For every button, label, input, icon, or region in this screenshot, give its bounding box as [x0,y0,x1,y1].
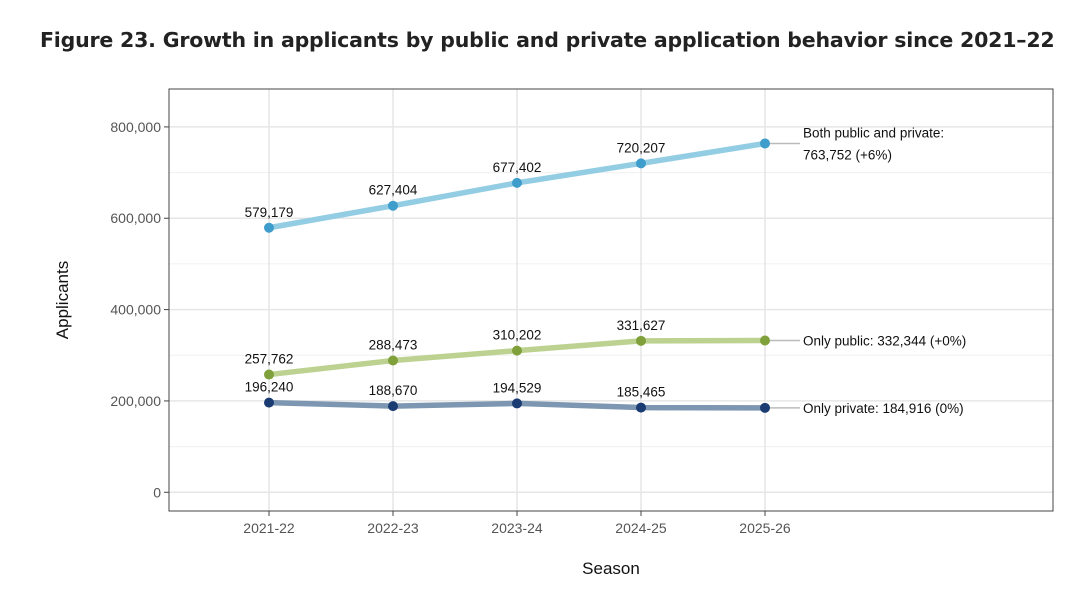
x-tick-label: 2022-23 [367,520,419,536]
data-point [264,222,274,233]
data-point [388,200,398,211]
data-point [760,138,770,149]
data-label: 579,179 [245,205,294,220]
series-end-label: Only public: 332,344 (+0%) [803,333,966,348]
data-label: 196,240 [245,380,294,395]
data-point [264,369,274,380]
x-tick-label: 2024-25 [615,520,667,536]
series-end-label: 763,752 (+6%) [803,147,892,162]
plot-border [168,88,1054,512]
x-tick-label: 2021-22 [243,520,295,536]
data-point [636,335,646,346]
y-tick-label: 400,000 [110,302,161,318]
data-label: 185,465 [617,385,666,400]
data-label: 720,207 [617,140,666,155]
chart-title: Figure 23. Growth in applicants by publi… [40,28,1055,52]
data-point [388,355,398,366]
y-tick-label: 600,000 [110,210,161,226]
data-point [512,398,522,409]
data-point [760,402,770,413]
x-axis-title: Season [582,559,640,578]
data-point [512,177,522,188]
data-point [636,158,646,169]
data-point [760,335,770,346]
data-point [512,345,522,356]
data-label: 310,202 [493,328,542,343]
data-point [388,401,398,412]
data-label: 257,762 [245,352,294,367]
series-end-label: Only private: 184,916 (0%) [803,401,964,416]
data-label: 194,529 [493,380,542,395]
data-label: 331,627 [617,318,666,333]
data-point [264,397,274,408]
x-tick-label: 2023-24 [491,520,543,536]
data-label: 627,404 [369,183,418,198]
x-tick-label: 2025-26 [739,520,791,536]
y-tick-label: 200,000 [110,393,161,409]
y-axis-title: Applicants [53,261,72,339]
y-tick-label: 800,000 [110,119,161,135]
data-point [636,402,646,413]
data-label: 288,473 [369,338,418,353]
data-label: 188,670 [369,383,418,398]
series-end-label: Both public and private: [803,125,944,140]
y-tick-label: 0 [153,484,161,500]
data-label: 677,402 [493,160,542,175]
